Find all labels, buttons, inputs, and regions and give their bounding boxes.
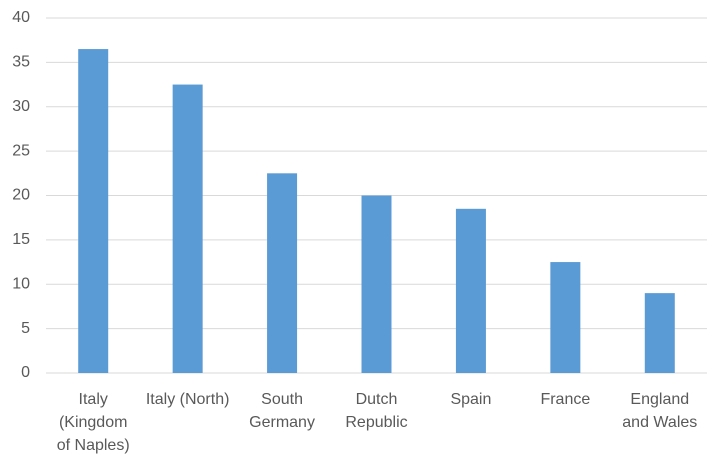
y-tick-label: 10 (12, 275, 30, 292)
bar (644, 293, 675, 373)
y-tick-label: 35 (12, 54, 30, 71)
x-tick-label: England and Wales (622, 391, 698, 431)
y-tick-label: 20 (12, 187, 30, 204)
y-tick-label: 30 (12, 98, 30, 115)
x-tick-label: Dutch Republic (345, 391, 408, 431)
bar (267, 173, 298, 373)
y-tick-label: 25 (12, 142, 30, 159)
y-tick-label: 5 (21, 320, 30, 337)
bar (550, 262, 581, 373)
bar (78, 49, 109, 373)
y-tick-label: 15 (12, 231, 30, 248)
x-tick-label: Italy (Kingdom of Naples) (56, 391, 130, 454)
bar (172, 84, 203, 373)
x-tick-label: South Germany (249, 391, 315, 431)
x-tick-label: Spain (450, 391, 492, 408)
bar (455, 208, 486, 373)
y-tick-label: 0 (21, 364, 30, 381)
bar (361, 195, 392, 373)
x-tick-label: Italy (North) (145, 391, 230, 408)
x-tick-label: France (540, 391, 591, 408)
y-tick-label: 40 (12, 9, 30, 26)
